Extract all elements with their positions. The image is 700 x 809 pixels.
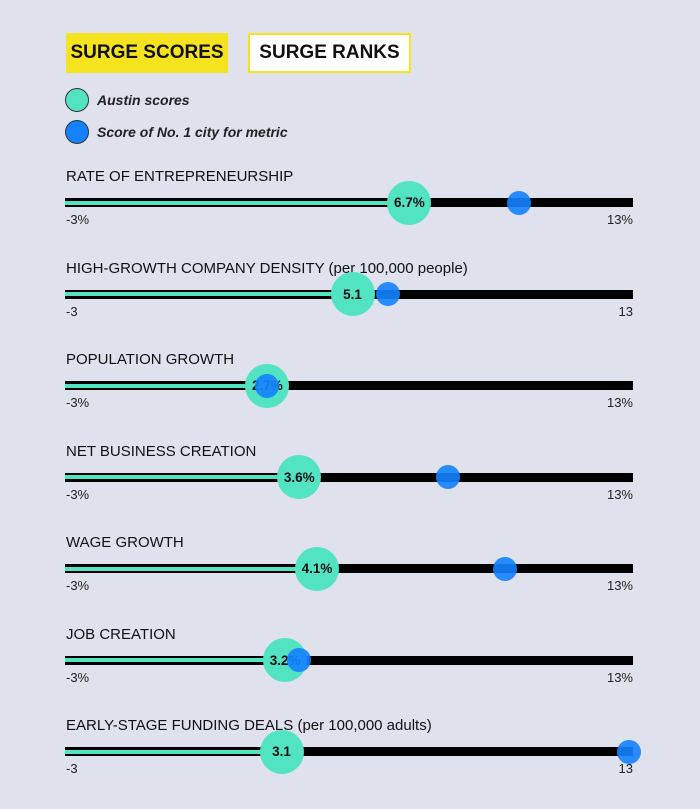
austin-score-label: 4.1%	[301, 561, 333, 576]
axis-max-label: 13	[618, 303, 633, 319]
austin-score-label: 3.6%	[283, 469, 315, 485]
tab-surge-ranks[interactable]: SURGE RANKS	[248, 33, 411, 73]
austin-fill-bar	[65, 292, 353, 296]
metric-row: JOB CREATION 3.2% -3% 13%	[0, 626, 700, 718]
top-city-dot-icon	[65, 120, 89, 144]
top-city-score-marker[interactable]	[287, 648, 312, 672]
metric-title: JOB CREATION	[66, 625, 176, 643]
austin-score-marker[interactable]: 5.1	[330, 272, 375, 316]
metric-title: POPULATION GROWTH	[66, 351, 235, 368]
axis-min-label: -3%	[66, 212, 90, 227]
austin-fill-bar	[65, 200, 410, 205]
austin-score-marker[interactable]: 3.6%	[277, 455, 322, 499]
metric-row: RATE OF ENTREPRENEURSHIP 6.7% -3% 13%	[0, 168, 700, 260]
metric-track	[65, 655, 633, 665]
top-city-score-marker[interactable]	[376, 282, 401, 306]
metric-title: HIGH-GROWTH COMPANY DENSITY (per 100,000…	[66, 259, 468, 277]
legend-label: Score of No. 1 city for metric	[97, 124, 288, 140]
austin-dot-icon	[65, 88, 89, 112]
metric-row: POPULATION GROWTH 2.7% -3% 13%	[0, 351, 700, 443]
metric-row: HIGH-GROWTH COMPANY DENSITY (per 100,000…	[0, 260, 700, 352]
metric-row: WAGE GROWTH 4.1% -3% 13%	[0, 534, 700, 626]
axis-min-label: -3%	[66, 395, 90, 410]
axis-max-label: 13%	[606, 578, 633, 593]
axis-max-label: 13%	[606, 395, 633, 410]
metric-title: NET BUSINESS CREATION	[66, 442, 257, 460]
metric-track	[65, 472, 633, 482]
austin-score-marker[interactable]: 6.7%	[387, 180, 432, 225]
metric-track	[65, 564, 633, 573]
austin-score-marker[interactable]: 4.1%	[295, 546, 340, 591]
axis-max-label: 13%	[606, 212, 633, 227]
austin-score-label: 5.1	[343, 286, 362, 302]
metric-title: RATE OF ENTREPRENEURSHIP	[66, 168, 294, 185]
axis-max-label: 13	[618, 761, 633, 776]
axis-max-label: 13%	[606, 669, 633, 685]
metric-track	[65, 747, 633, 756]
top-city-score-marker[interactable]	[493, 556, 518, 581]
top-city-score-marker[interactable]	[436, 465, 461, 489]
axis-min-label: -3%	[66, 486, 90, 502]
top-city-score-marker[interactable]	[617, 739, 642, 764]
austin-fill-bar	[65, 658, 286, 662]
metric-row: NET BUSINESS CREATION 3.6% -3% 13%	[0, 443, 700, 535]
austin-fill-bar	[65, 749, 282, 754]
legend-top-city: Score of No. 1 city for metric	[65, 120, 288, 144]
austin-score-label: 6.7%	[393, 195, 425, 210]
austin-score-label: 3.1	[272, 744, 291, 759]
austin-fill-bar	[65, 566, 318, 571]
metric-title: WAGE GROWTH	[66, 534, 184, 551]
tab-surge-scores[interactable]: SURGE SCORES	[66, 33, 228, 73]
austin-fill-bar	[65, 475, 300, 479]
metric-title: EARLY-STAGE FUNDING DEALS (per 100,000 a…	[66, 717, 432, 734]
axis-min-label: -3	[66, 761, 78, 776]
axis-min-label: -3%	[66, 669, 90, 685]
axis-min-label: -3	[66, 303, 78, 319]
top-city-score-marker[interactable]	[255, 373, 280, 398]
top-city-score-marker[interactable]	[507, 190, 532, 215]
austin-score-marker[interactable]: 3.1	[259, 729, 304, 774]
austin-fill-bar	[65, 383, 268, 388]
axis-min-label: -3%	[66, 578, 90, 593]
axis-max-label: 13%	[606, 486, 633, 502]
legend-label: Austin scores	[97, 92, 190, 108]
metric-track	[65, 381, 633, 390]
legend-austin: Austin scores	[65, 88, 190, 112]
metric-row: EARLY-STAGE FUNDING DEALS (per 100,000 a…	[0, 717, 700, 809]
